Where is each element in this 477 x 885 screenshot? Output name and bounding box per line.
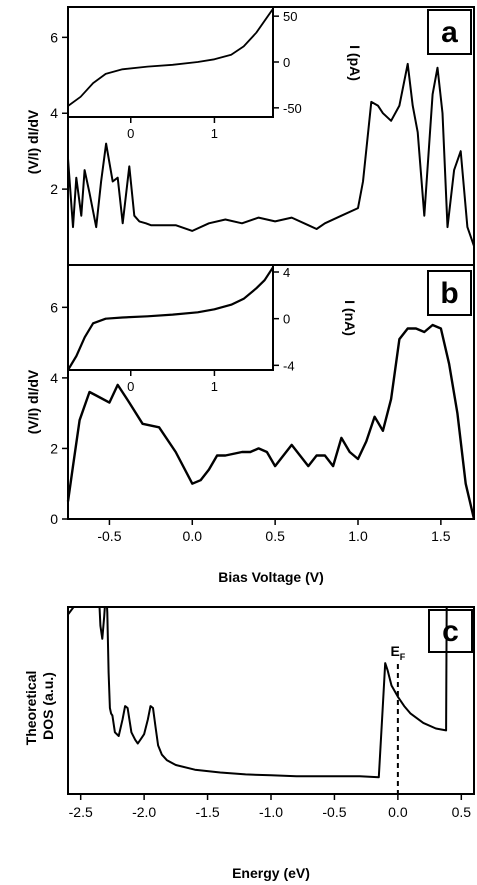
inset-y-tick-label: 50 — [283, 9, 297, 24]
panel-b-x-ticks: -0.5 0.0 0.5 1.0 1.5 — [97, 519, 451, 544]
panel-c-y-label-line2: DOS (a.u.) — [40, 672, 56, 740]
inset-b-frame — [67, 264, 274, 371]
x-tick-label: 1.5 — [431, 528, 451, 544]
inset-x-tick-label: 1 — [211, 379, 218, 394]
inset-y-tick-label: 4 — [283, 265, 290, 280]
inset-a-ticks: 0 1 50 0 -50 — [127, 9, 302, 141]
inset-a-frame — [67, 6, 274, 118]
inset-b-line — [67, 266, 274, 371]
x-tick-label: -0.5 — [97, 528, 121, 544]
inset-b-curve — [67, 266, 274, 371]
x-tick-label: -0.5 — [322, 804, 346, 820]
panel-a-label: a — [441, 16, 458, 49]
panel-b-line — [66, 323, 476, 520]
panel-a: a 2 4 6 0 1 50 0 -50 I (pA) (V/I) dI/dV — [25, 6, 475, 266]
x-tick-label: 1.0 — [348, 528, 368, 544]
y-tick-label: 4 — [50, 370, 58, 386]
x-tick-label: -1.5 — [196, 804, 220, 820]
panel-b-label-box — [427, 270, 472, 316]
panel-c-curve — [68, 607, 448, 779]
inset-y-tick-label: -4 — [283, 358, 295, 373]
panel-b-x-label: Bias Voltage (V) — [218, 569, 324, 585]
inset-x-tick-label: 0 — [127, 126, 134, 141]
panel-a-y-label: (V/I) dI/dV — [25, 109, 41, 174]
y-tick-label: 2 — [50, 181, 58, 197]
x-tick-label: -2.0 — [132, 804, 156, 820]
x-tick-label: 0.5 — [265, 528, 285, 544]
inset-x-tick-label: 0 — [127, 379, 134, 394]
panel-b: b 0 2 4 6 -0.5 0.0 0.5 1.0 1.5 0 1 4 0 -4 I (nA) (V… — [25, 264, 476, 585]
panel-c: c -2.5 -2.0 -1.5 -1.0 -0.5 0.0 0.5 EF Theoreti… — [23, 606, 475, 881]
inset-b-y-label: I (nA) — [342, 300, 358, 336]
y-tick-label: 6 — [50, 299, 58, 315]
inset-b-ticks: 0 1 4 0 -4 — [127, 265, 294, 394]
inset-y-tick-label: 0 — [283, 55, 290, 70]
panel-b-y-label: (V/I) dI/dV — [25, 369, 41, 434]
panel-a-line — [67, 62, 475, 247]
inset-a-y-label: I (pA) — [347, 45, 363, 81]
inset-a-curve — [67, 8, 274, 107]
x-tick-label: 0.5 — [452, 804, 472, 820]
fermi-level-label: EF — [390, 643, 405, 662]
y-tick-label: 0 — [50, 511, 58, 527]
panel-a-y-ticks: 2 4 6 — [50, 29, 68, 197]
y-tick-label: 4 — [50, 105, 58, 121]
panel-c-line — [68, 607, 448, 779]
x-tick-label: 0.0 — [183, 528, 203, 544]
inset-a-line — [67, 8, 274, 107]
panel-b-curve — [66, 323, 476, 520]
panel-c-x-label: Energy (eV) — [232, 865, 310, 881]
panel-c-y-label: Theoretical DOS (a.u.) — [23, 667, 56, 746]
inset-y-tick-label: -50 — [283, 101, 302, 116]
y-tick-label: 2 — [50, 440, 58, 456]
inset-y-tick-label: 0 — [283, 312, 290, 327]
x-tick-label: -2.5 — [69, 804, 93, 820]
panel-a-curve — [67, 62, 475, 247]
x-tick-label: 0.0 — [388, 804, 408, 820]
inset-x-tick-label: 1 — [211, 126, 218, 141]
panel-b-label: b — [440, 277, 458, 310]
panel-c-x-ticks: -2.5 -2.0 -1.5 -1.0 -0.5 0.0 0.5 — [69, 794, 472, 820]
panel-c-frame — [67, 606, 475, 795]
y-tick-label: 6 — [50, 29, 58, 45]
panel-c-label: c — [442, 615, 459, 648]
x-tick-label: -1.0 — [259, 804, 283, 820]
panel-a-label-box — [427, 9, 472, 55]
panel-c-y-label-line1: Theoretical — [23, 671, 39, 746]
panel-b-y-ticks: 0 2 4 6 — [50, 299, 68, 527]
panel-c-label-box — [428, 609, 473, 653]
